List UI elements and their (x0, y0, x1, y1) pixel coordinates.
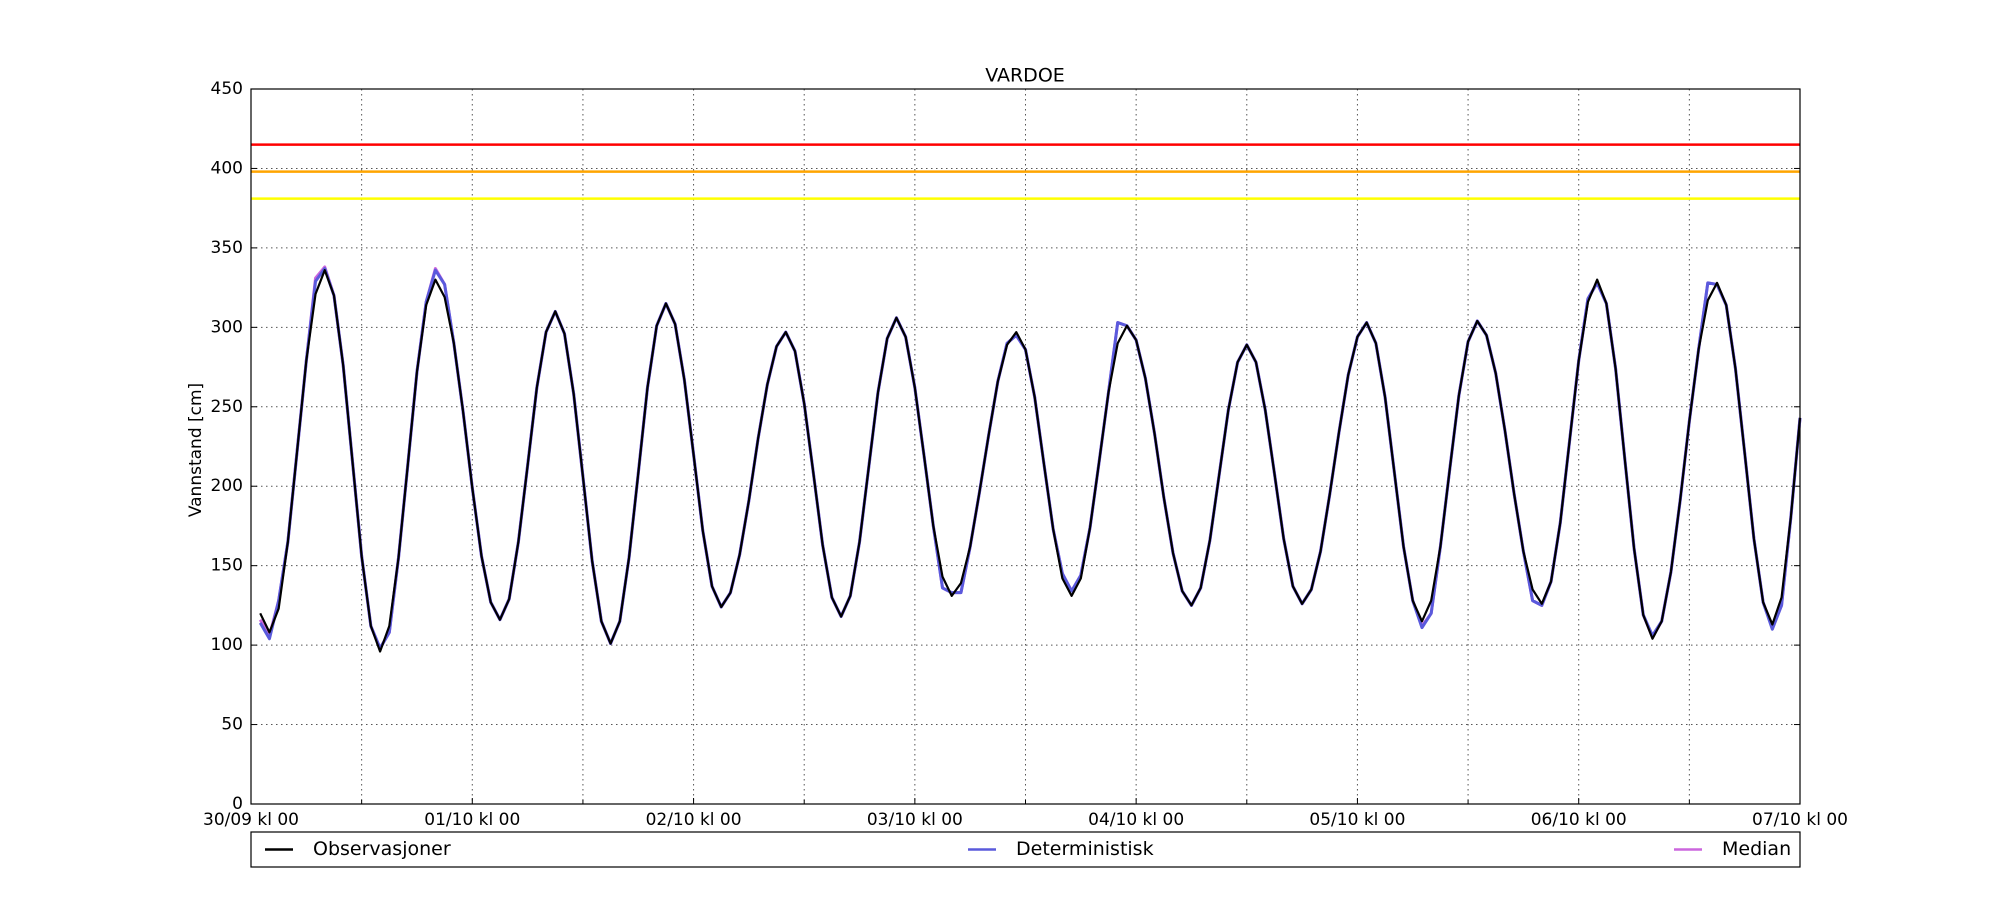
x-tick-label: 03/10 kl 00 (867, 810, 963, 830)
x-tick-label: 02/10 kl 00 (646, 810, 742, 830)
x-tick-label: 05/10 kl 00 (1309, 810, 1405, 830)
x-tick-label: 01/10 kl 00 (424, 810, 520, 830)
data-line (258, 267, 1802, 650)
plot-frame (250, 88, 1801, 805)
legend-label: Median (1722, 838, 1791, 860)
x-tick-label: 30/09 kl 00 (203, 810, 299, 830)
y-tick-label: 0 (232, 794, 243, 814)
y-tick-label: 50 (221, 715, 243, 735)
y-tick-label: 400 (211, 158, 243, 178)
x-tick-label: 07/10 kl 00 (1752, 810, 1848, 830)
y-axis-label: Vannstand [cm] (186, 383, 206, 517)
y-tick-label: 300 (211, 317, 243, 337)
y-tick-label: 150 (211, 556, 243, 576)
data-line (259, 269, 1802, 653)
y-tick-label: 250 (211, 397, 243, 417)
y-tick-label: 350 (211, 238, 243, 258)
legend-label: Observasjoner (313, 838, 451, 860)
legend-box (250, 831, 1801, 868)
y-tick-label: 200 (211, 476, 243, 496)
chart-title: VARDOE (985, 65, 1065, 87)
legend-label: Deterministisk (1016, 838, 1154, 860)
y-tick-label: 450 (211, 79, 243, 99)
x-tick-label: 04/10 kl 00 (1088, 810, 1184, 830)
x-tick-label: 06/10 kl 00 (1531, 810, 1627, 830)
y-tick-label: 100 (211, 635, 243, 655)
